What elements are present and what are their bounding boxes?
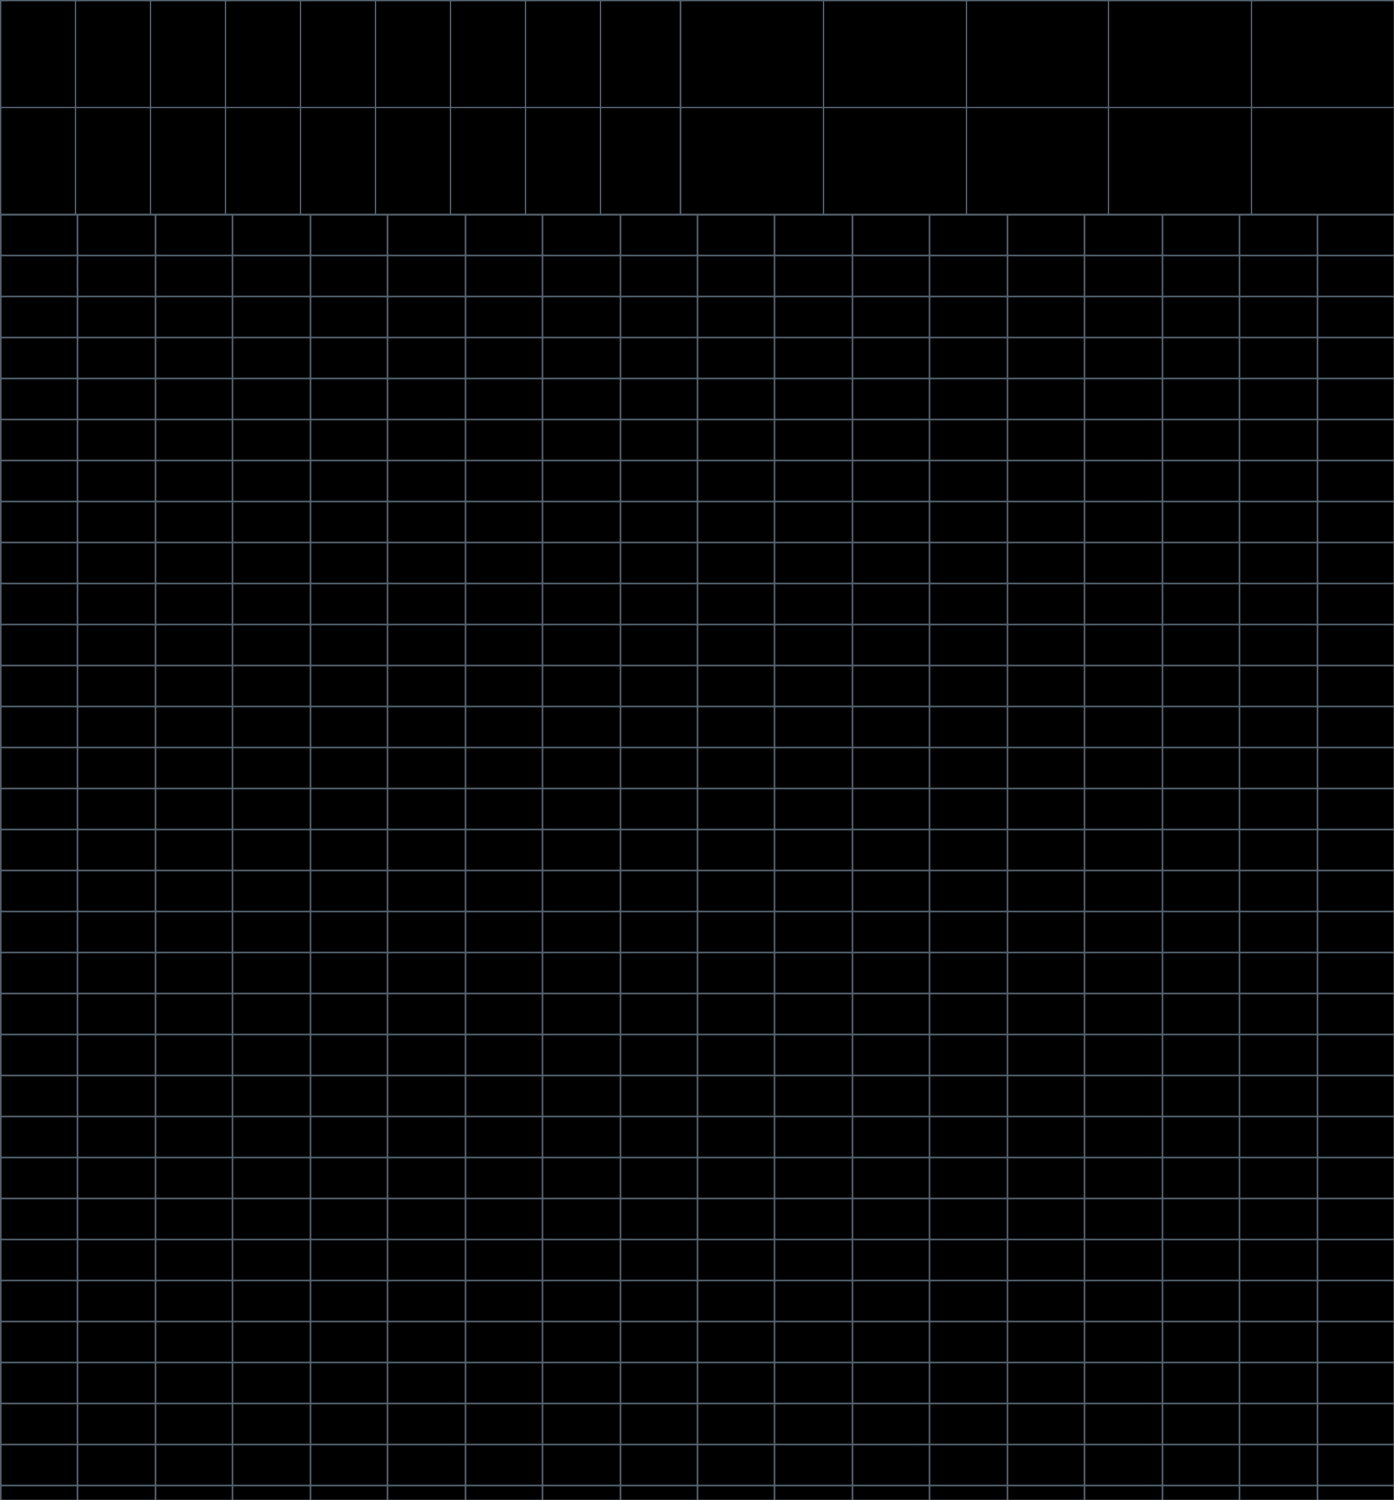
Bar — [0, 0, 1394, 214]
